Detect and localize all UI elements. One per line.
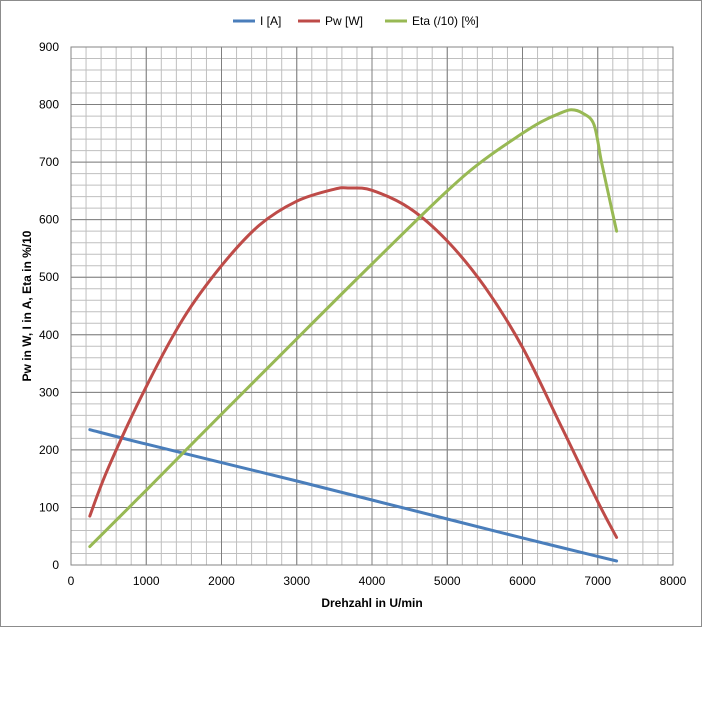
series-line-0 xyxy=(88,428,619,563)
x-axis-tick-labels: 0 1000 2000 3000 4000 5000 6000 7000 8000 xyxy=(68,574,687,588)
y-tick-label: 0 xyxy=(52,558,59,572)
x-tick-label: 2000 xyxy=(208,574,235,588)
x-tick-label: 3000 xyxy=(283,574,310,588)
x-tick-label: 0 xyxy=(68,574,75,588)
y-tick-label: 200 xyxy=(39,443,59,457)
x-tick-label: 6000 xyxy=(509,574,536,588)
y-tick-label: 100 xyxy=(39,500,59,514)
y-tick-label: 300 xyxy=(39,385,59,399)
x-tick-label: 1000 xyxy=(133,574,160,588)
legend-label: Pw [W] xyxy=(325,14,363,28)
chart-frame: I [A] Pw [W] Eta (/10) [%] 0 1000 2000 3000 40… xyxy=(0,0,702,627)
y-tick-label: 500 xyxy=(39,270,59,284)
y-tick-label: 900 xyxy=(39,40,59,54)
legend-label: Eta (/10) [%] xyxy=(412,14,479,28)
x-tick-label: 5000 xyxy=(434,574,461,588)
y-tick-label: 800 xyxy=(39,98,59,112)
legend-label: I [A] xyxy=(260,14,281,28)
y-axis-tick-labels: 0 100 200 300 400 500 600 700 800 900 xyxy=(39,40,59,572)
line-chart: I [A] Pw [W] Eta (/10) [%] 0 1000 2000 3000 40… xyxy=(20,14,687,610)
y-tick-label: 400 xyxy=(39,328,59,342)
series-line-1 xyxy=(88,186,619,539)
legend: I [A] Pw [W] Eta (/10) [%] xyxy=(233,14,479,28)
x-tick-label: 7000 xyxy=(584,574,611,588)
y-axis-title: Pw in W, I in A, Eta in %/10 xyxy=(20,230,34,381)
series-layer xyxy=(88,108,619,563)
plot-area-border xyxy=(70,46,674,566)
y-tick-label: 600 xyxy=(39,213,59,227)
y-tick-label: 700 xyxy=(39,155,59,169)
series-line-2 xyxy=(88,108,619,549)
x-tick-label: 8000 xyxy=(660,574,687,588)
x-tick-label: 4000 xyxy=(359,574,386,588)
x-axis-title: Drehzahl in U/min xyxy=(321,596,422,610)
